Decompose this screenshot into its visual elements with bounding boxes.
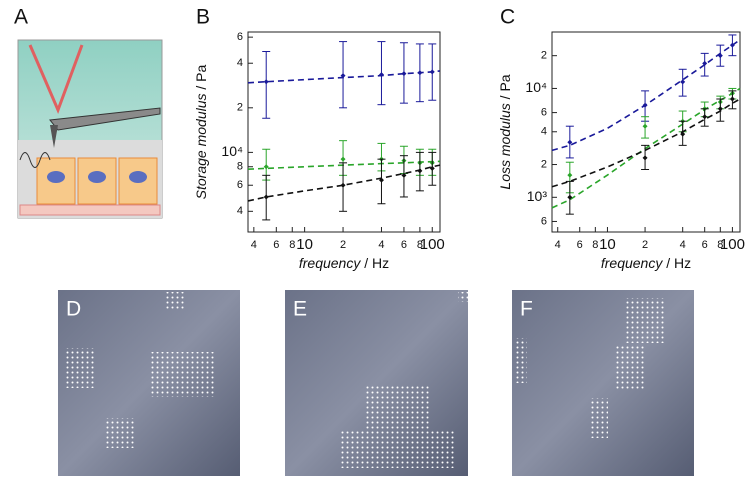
- x-tick-label: 2: [642, 239, 648, 251]
- y-tick-label: 6: [541, 215, 547, 227]
- panel-label: D: [66, 298, 81, 321]
- data-point: [567, 194, 573, 200]
- data-point: [729, 42, 735, 48]
- y-tick-label: 4: [541, 126, 547, 138]
- data-point: [401, 71, 407, 77]
- data-point: [729, 96, 735, 102]
- x-axis-label-part: / Hz: [662, 255, 691, 271]
- data-point: [717, 53, 723, 59]
- data-point: [702, 114, 708, 120]
- afm-image: [285, 290, 468, 476]
- y-tick-label: 4: [237, 205, 243, 217]
- data-point: [417, 70, 423, 76]
- data-point: [567, 139, 573, 145]
- data-point: [680, 131, 686, 137]
- data-point: [263, 79, 269, 85]
- x-tick-label: 4: [680, 239, 686, 251]
- data-point: [717, 106, 723, 112]
- x-tick-label: 6: [577, 239, 583, 251]
- x-tick-label: 4: [378, 239, 384, 251]
- data-point: [401, 172, 407, 178]
- x-tick-label: 6: [401, 239, 407, 251]
- data-point: [642, 155, 648, 161]
- fit-line: [551, 98, 741, 188]
- data-point: [263, 194, 269, 200]
- y-axis-label-part: / Pa: [497, 74, 513, 103]
- error-bar: [262, 50, 271, 119]
- fit-line: [247, 164, 441, 202]
- data-point: [417, 168, 423, 174]
- y-axis-label-part: / Pa: [193, 64, 209, 93]
- panel-label: B: [196, 6, 210, 29]
- afm-image: [512, 290, 694, 476]
- data-point: [378, 177, 384, 183]
- afm-image: [58, 290, 240, 476]
- x-tick-label: 10: [296, 236, 313, 253]
- x-tick-label: 8: [592, 239, 598, 251]
- fit-line: [551, 39, 741, 152]
- x-tick-label: 6: [273, 239, 279, 251]
- x-tick-label: 4: [251, 239, 257, 251]
- data-point: [340, 73, 346, 79]
- y-axis-label-part: Storage modulus: [193, 93, 209, 199]
- x-tick-label: 100: [420, 236, 445, 253]
- schematic: [17, 39, 163, 219]
- y-tick-label: 8: [237, 161, 243, 173]
- x-tick-label: 100: [720, 236, 745, 253]
- y-tick-label: 6: [237, 31, 243, 43]
- y-axis-label: Storage modulus / Pa: [193, 64, 209, 199]
- x-tick-label: 8: [417, 239, 423, 251]
- y-tick-label: 10⁴: [525, 79, 547, 95]
- data-point: [680, 79, 686, 85]
- y-tick-label: 2: [541, 158, 547, 170]
- y-tick-label: 10⁴: [221, 143, 243, 159]
- y-tick-label: 6: [237, 179, 243, 191]
- data-point: [642, 102, 648, 108]
- x-tick-label: 2: [340, 239, 346, 251]
- plot-frame: [551, 31, 741, 233]
- x-axis-label-part: frequency: [601, 255, 663, 271]
- y-axis-label-part: Loss modulus: [497, 103, 513, 189]
- data-point: [340, 156, 346, 162]
- x-axis-label-part: / Hz: [360, 255, 389, 271]
- x-tick-label: 8: [289, 239, 295, 251]
- data-point: [429, 165, 435, 171]
- x-tick-label: 10: [599, 236, 616, 253]
- x-tick-label: 8: [717, 239, 723, 251]
- y-tick-label: 2: [541, 50, 547, 62]
- y-tick-label: 10³: [527, 188, 548, 204]
- data-point: [567, 172, 573, 178]
- data-point: [378, 72, 384, 78]
- y-tick-label: 4: [237, 57, 243, 69]
- data-point: [702, 60, 708, 66]
- panel-label: F: [520, 298, 533, 321]
- y-axis-label: Loss modulus / Pa: [497, 74, 513, 189]
- x-tick-label: 6: [702, 239, 708, 251]
- plot-frame: [247, 31, 441, 233]
- data-point: [340, 182, 346, 188]
- data-point: [263, 164, 269, 170]
- data-point: [429, 69, 435, 75]
- panel-label: E: [293, 298, 307, 321]
- panel-label: A: [14, 6, 28, 29]
- x-axis-label: frequency / Hz: [299, 255, 389, 271]
- data-point: [642, 123, 648, 129]
- x-axis-label-part: frequency: [299, 255, 361, 271]
- y-tick-label: 2: [237, 102, 243, 114]
- x-tick-label: 4: [555, 239, 561, 251]
- y-tick-label: 6: [541, 106, 547, 118]
- panel-label: C: [500, 6, 515, 29]
- x-axis-label: frequency / Hz: [601, 255, 691, 271]
